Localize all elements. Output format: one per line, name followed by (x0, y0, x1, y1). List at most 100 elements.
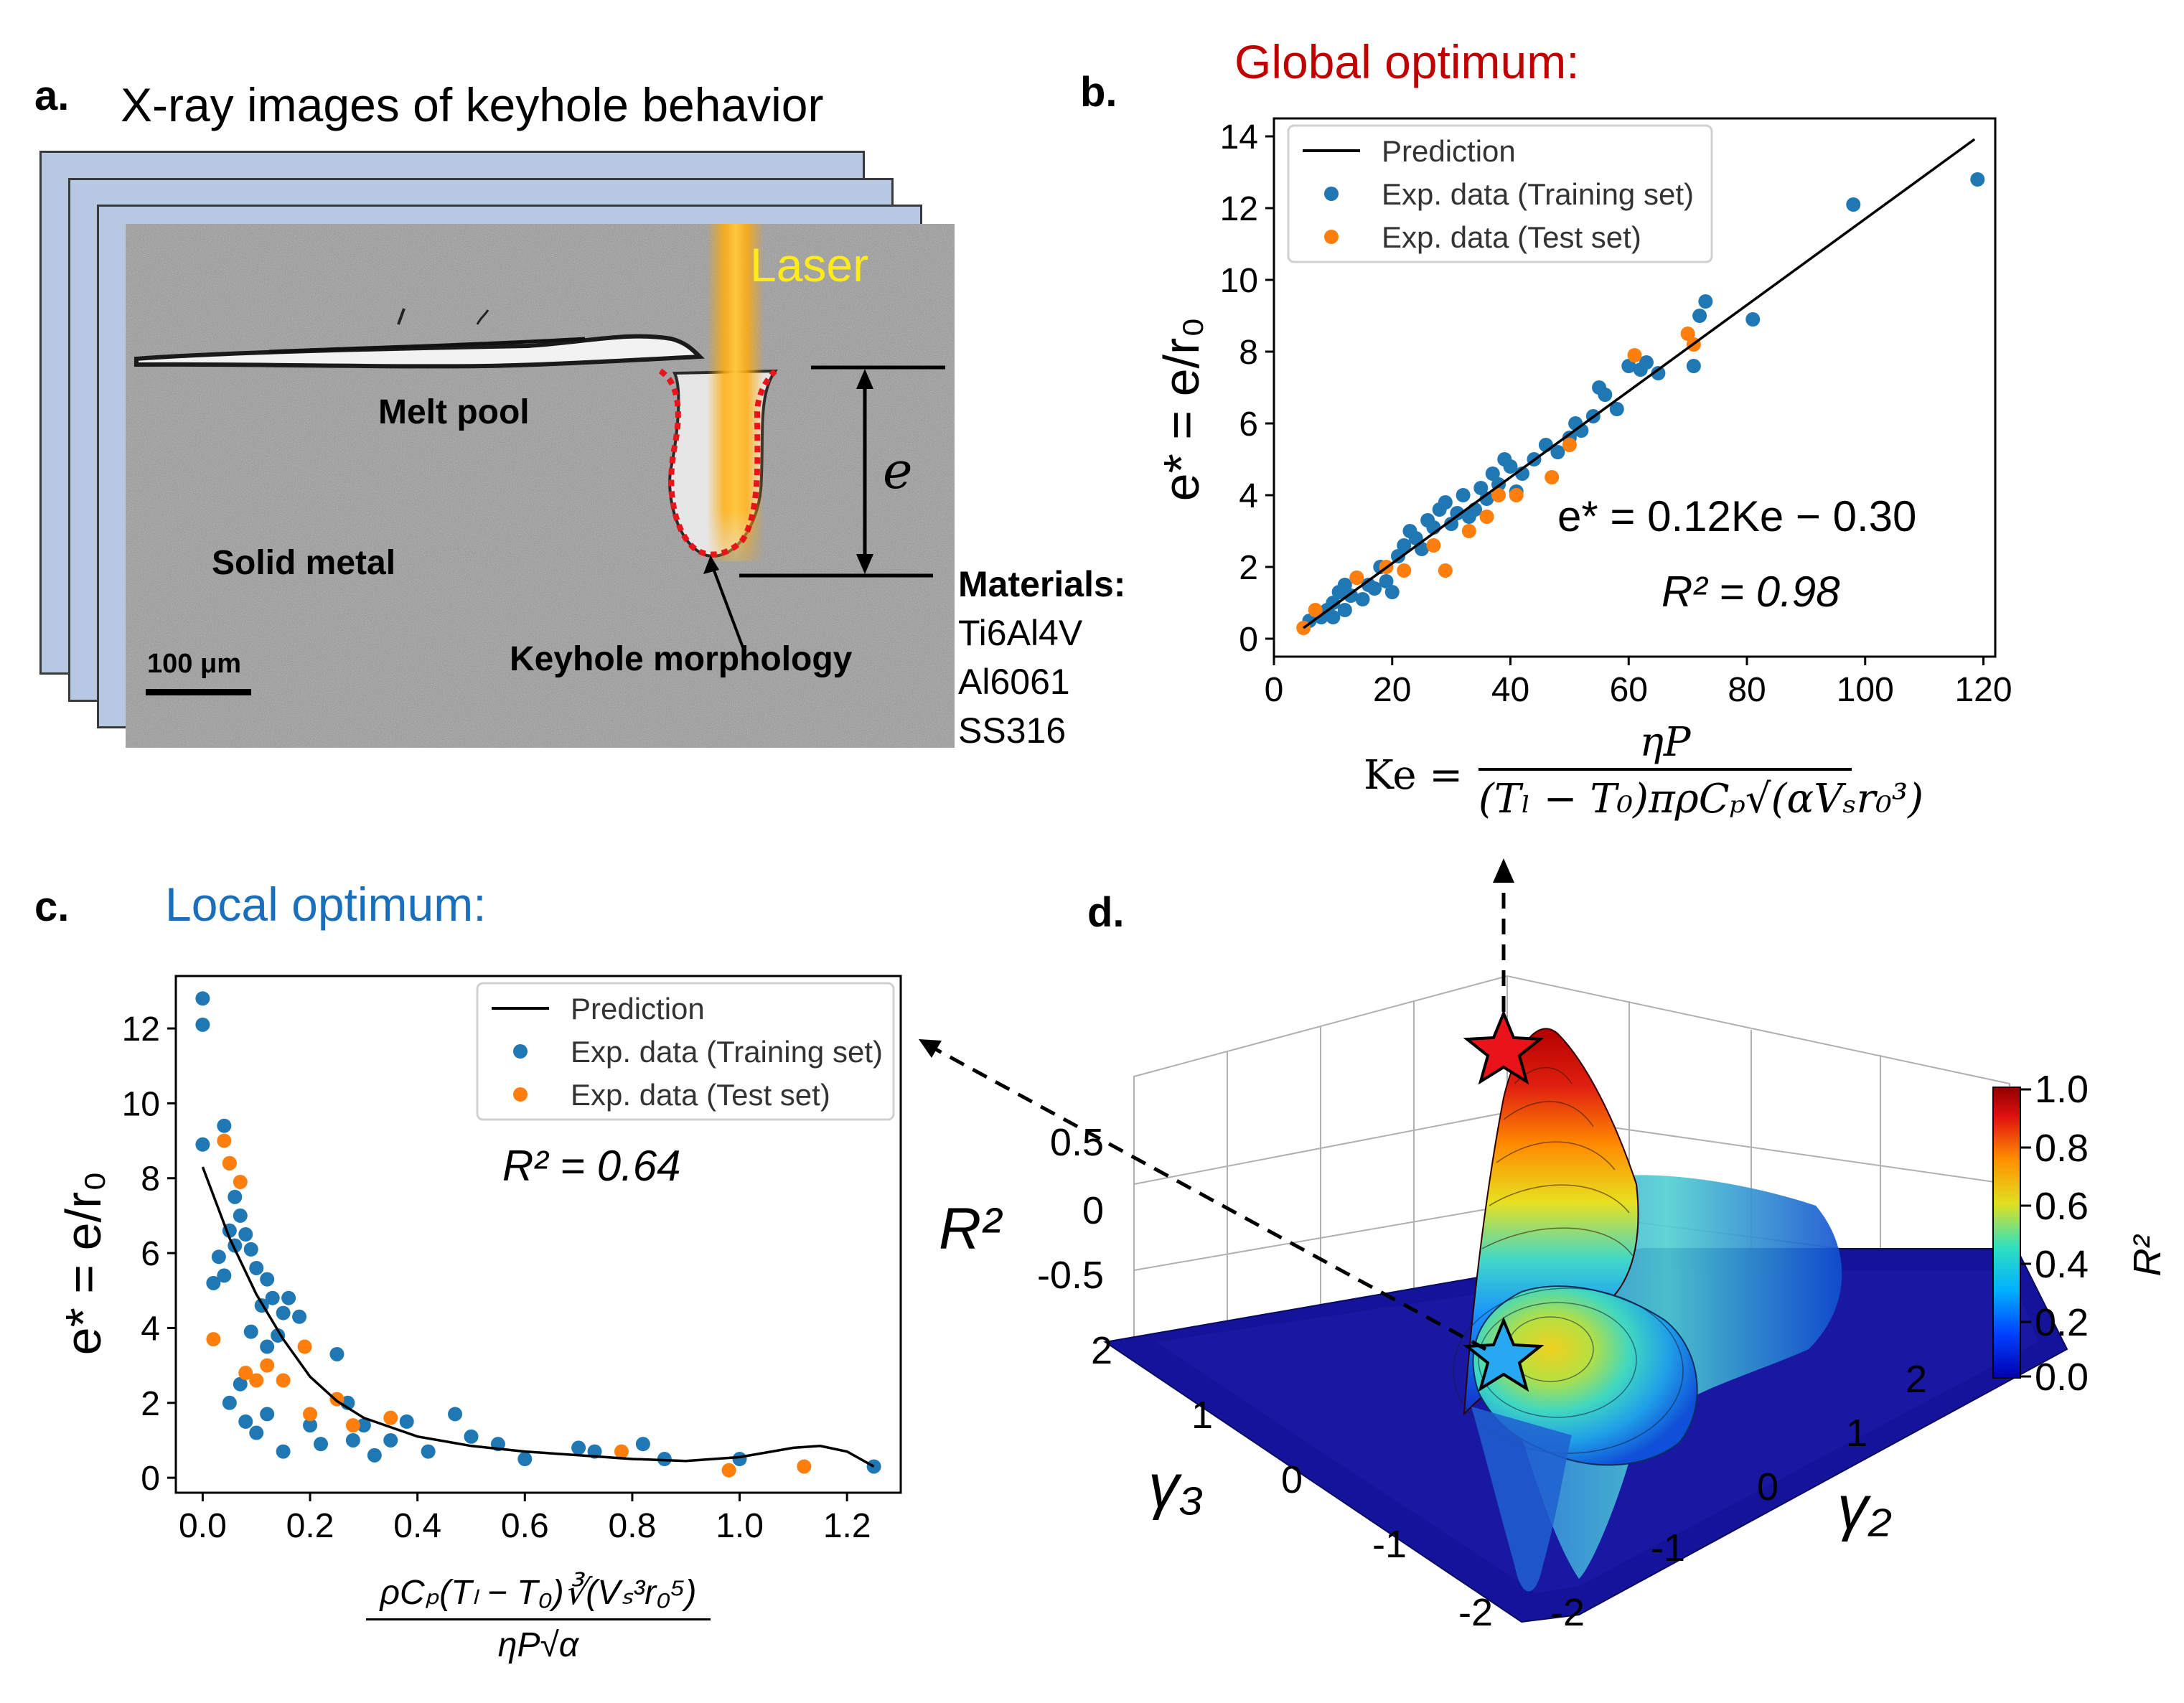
materials-box: Materials: Ti6Al4V Al6061 SS316 (958, 560, 1125, 755)
x-tick-label: 40 (1491, 671, 1529, 709)
test-point (721, 1463, 736, 1478)
training-point (383, 1432, 398, 1448)
c-x-numerator: ρCₚ(Tₗ − T₀)∛(Vₛ³r₀⁵) (380, 1574, 697, 1612)
legend-training-swatch (1324, 187, 1339, 201)
x-tick-label: 1.0 (716, 1507, 764, 1545)
training-point (1408, 531, 1423, 545)
equation-annotation: e* = 0.12Ke − 0.30 (1557, 492, 1916, 540)
test-point (383, 1410, 398, 1425)
training-point (1337, 603, 1352, 617)
panel-c-heading: Local optimum: (165, 878, 487, 931)
x-tick-label: 20 (1373, 671, 1411, 709)
training-point (1692, 309, 1707, 323)
training-point (1390, 549, 1405, 563)
d-gamma2-tick: 1 (1846, 1412, 1867, 1455)
training-point (314, 1437, 328, 1452)
legend-test-swatch (1324, 230, 1339, 244)
keyhole-outline (658, 368, 777, 558)
panel-b-heading: Global optimum: (1234, 35, 1580, 88)
training-point (1698, 294, 1713, 309)
d-gamma2-tick: -2 (1550, 1591, 1585, 1634)
panel-b-letter: b. (1080, 69, 1117, 116)
training-point (1745, 312, 1761, 327)
d-gamma3-label: γ₃ (1148, 1452, 1204, 1521)
melt-pool-label: Melt pool (378, 393, 530, 431)
training-point (1456, 488, 1471, 502)
training-point (635, 1437, 650, 1452)
x-tick-label: 0.0 (179, 1507, 227, 1545)
test-point (1680, 327, 1695, 341)
training-point (345, 1432, 360, 1448)
legend-test-swatch (513, 1087, 528, 1102)
material-item: Ti6Al4V (958, 613, 1083, 653)
training-point (356, 1418, 371, 1433)
laser-label: Laser (750, 238, 868, 291)
training-point (292, 1309, 307, 1324)
colorbar-tick: 0.4 (2035, 1243, 2089, 1286)
d-z-label: R² (939, 1196, 1003, 1262)
training-point (1379, 574, 1394, 588)
training-point (222, 1395, 237, 1410)
training-point (1450, 506, 1465, 520)
training-point (1367, 581, 1382, 596)
training-point (732, 1452, 747, 1467)
training-point (1326, 596, 1341, 610)
training-point (1337, 578, 1352, 592)
legend-entry: Prediction (1382, 134, 1516, 168)
test-point (1491, 488, 1506, 502)
x-tick-label: 80 (1728, 671, 1766, 709)
x-tick-label: 0.4 (393, 1507, 441, 1545)
test-point (233, 1174, 248, 1189)
test-point (1479, 510, 1494, 524)
equation-annotation: R² = 0.98 (1662, 568, 1840, 616)
training-point (276, 1444, 291, 1459)
ke-lhs: Ke = (1364, 752, 1463, 799)
colorbar-tick: 0.6 (2035, 1185, 2089, 1228)
training-point (1384, 585, 1400, 599)
training-point (271, 1328, 286, 1343)
prediction-line (1303, 138, 1976, 629)
y-tick-label: 6 (141, 1235, 160, 1273)
training-point (399, 1414, 414, 1429)
d-gamma2-label: γ₂ (1837, 1473, 1892, 1542)
test-point (276, 1373, 291, 1388)
test-point (1308, 603, 1323, 617)
x-tick-label: 120 (1954, 671, 2012, 709)
surface-valley (1471, 1407, 1572, 1592)
training-point (1444, 517, 1459, 531)
arrow-to-local (932, 1046, 1487, 1351)
training-point (195, 1017, 210, 1032)
training-point (276, 1305, 291, 1320)
d-z-tick: -0.5 (1037, 1254, 1104, 1297)
panel-c-letter: c. (34, 883, 70, 930)
panel-a-title: X-ray images of keyhole behavior (121, 78, 824, 131)
test-point (238, 1366, 253, 1381)
training-point (233, 1208, 248, 1223)
training-point (1326, 610, 1341, 624)
c-y-axis-label: e* = e/r₀ (55, 1171, 111, 1356)
training-point (206, 1275, 221, 1290)
training-point (249, 1425, 264, 1440)
d-gamma3-tick: 1 (1191, 1394, 1213, 1437)
test-point (222, 1155, 237, 1170)
test-point (217, 1133, 232, 1148)
c-x-axis-label: ρCₚ(Tₗ − T₀)∛(Vₛ³r₀⁵) ηP√α (366, 1568, 711, 1671)
test-point (1562, 438, 1577, 452)
b-y-axis-label: e* = e/r₀ (1153, 317, 1209, 502)
materials-title: Materials: (958, 564, 1126, 604)
keyhole-label: Keyhole morphology (510, 640, 853, 678)
y-tick-label: 4 (141, 1310, 160, 1348)
training-point (243, 1242, 258, 1257)
equation-annotation: R² = 0.64 (502, 1142, 680, 1190)
legend-box (476, 982, 895, 1121)
test-point (1509, 488, 1524, 502)
d-gamma3-tick: 2 (1091, 1329, 1112, 1372)
legend-box (1287, 124, 1713, 263)
test-point (797, 1459, 812, 1474)
material-item: SS316 (958, 710, 1067, 751)
colorbar-tick: 1.0 (2035, 1068, 2089, 1111)
d-z-tick: 0.5 (1050, 1121, 1104, 1164)
legend-training-swatch (513, 1044, 528, 1059)
solid-metal-label: Solid metal (212, 544, 395, 582)
colorbar-label: R² (2126, 1234, 2169, 1276)
